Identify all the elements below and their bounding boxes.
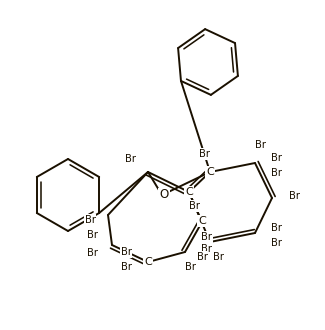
Text: Br: Br — [202, 232, 213, 242]
Text: Br: Br — [271, 223, 282, 233]
Text: Br: Br — [213, 252, 224, 262]
Text: Br: Br — [125, 154, 136, 164]
Text: Br: Br — [254, 140, 266, 150]
Text: Br: Br — [271, 168, 282, 178]
Text: C: C — [206, 167, 214, 177]
Text: C: C — [185, 187, 193, 197]
Text: Br: Br — [289, 191, 300, 201]
Text: Br: Br — [271, 238, 282, 248]
Text: Br: Br — [84, 215, 96, 225]
Text: Br: Br — [271, 153, 282, 163]
Text: Br: Br — [188, 201, 200, 211]
Text: Br: Br — [202, 244, 213, 254]
Text: Br: Br — [121, 262, 132, 272]
Text: Br: Br — [197, 252, 207, 262]
Text: Br: Br — [121, 247, 132, 257]
Text: Br: Br — [86, 248, 98, 258]
Text: C: C — [144, 257, 152, 267]
Text: Br: Br — [199, 149, 210, 159]
Text: Br: Br — [185, 262, 196, 272]
Text: C: C — [198, 216, 206, 226]
Text: O: O — [159, 188, 169, 202]
Text: Br: Br — [86, 230, 98, 240]
